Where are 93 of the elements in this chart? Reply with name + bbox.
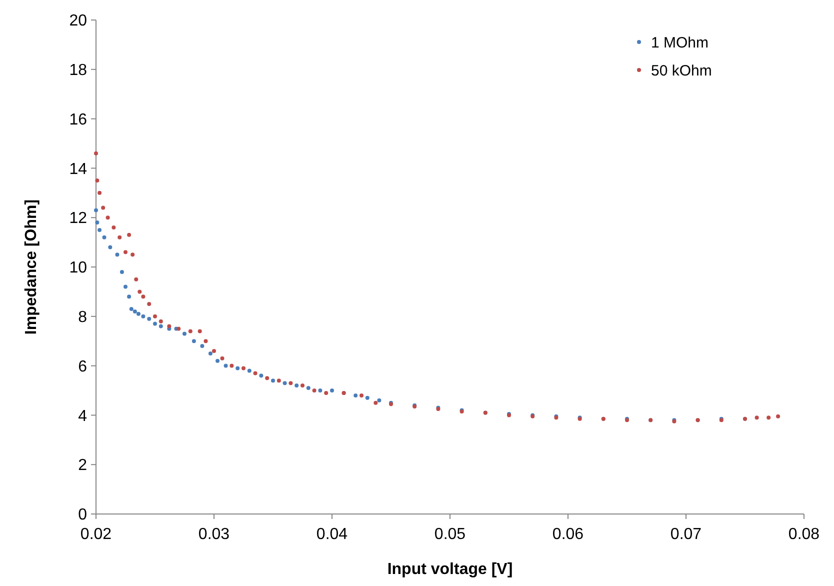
point [259, 374, 264, 378]
point [247, 368, 252, 373]
point [212, 348, 216, 353]
point [360, 393, 364, 398]
point [253, 371, 258, 376]
point [118, 235, 122, 240]
y-tick-label: 20 [69, 12, 88, 30]
x-tick-label: 0.08 [788, 526, 820, 543]
x-tick-label: 0.02 [80, 526, 112, 543]
y-tick-label: 0 [78, 506, 88, 524]
y-axis-title: Impedance [Ohm] [23, 199, 40, 335]
point [127, 232, 132, 237]
point [134, 277, 138, 282]
point [208, 351, 212, 356]
point [94, 208, 98, 212]
point [176, 326, 181, 331]
x-tick-label: 0.03 [198, 526, 230, 543]
y-tick-label: 6 [78, 358, 88, 376]
point [127, 294, 132, 299]
x-axis-title: Input voltage [V] [387, 561, 513, 578]
point [377, 398, 382, 402]
point [115, 252, 120, 257]
point [153, 314, 157, 318]
point [294, 384, 299, 388]
y-tick-label: 18 [69, 62, 88, 79]
y-tick-label: 4 [78, 408, 88, 425]
point [365, 396, 370, 400]
point [94, 151, 98, 156]
point [108, 245, 112, 250]
y-tick-label: 14 [69, 160, 88, 178]
point [198, 329, 202, 334]
x-tick-label: 0.07 [670, 526, 702, 543]
point [106, 216, 110, 220]
point [167, 324, 172, 328]
x-tick-label: 0.05 [434, 526, 466, 543]
point [216, 358, 220, 363]
point [147, 302, 152, 306]
point [95, 178, 100, 183]
point [276, 378, 281, 383]
point [288, 381, 293, 386]
point [192, 339, 196, 344]
point [754, 416, 759, 420]
legend-label: 1 MOhm [651, 34, 709, 52]
point [132, 309, 137, 314]
point [98, 190, 102, 195]
point [224, 364, 228, 368]
point [220, 356, 224, 360]
point [141, 314, 146, 318]
point [124, 250, 128, 254]
point [324, 390, 328, 395]
point [112, 225, 116, 230]
point [204, 339, 208, 344]
point [236, 366, 240, 370]
y-tick-label: 2 [78, 457, 88, 474]
point [188, 329, 192, 334]
point [101, 206, 106, 210]
point [182, 332, 186, 336]
legend-label: 50 kOhm [651, 62, 712, 80]
x-tick-label: 0.04 [316, 526, 348, 543]
point [102, 235, 106, 240]
point [158, 324, 163, 328]
point [136, 312, 140, 316]
point [141, 294, 146, 299]
point [282, 381, 287, 386]
point [271, 378, 275, 383]
point [98, 228, 102, 232]
point [158, 319, 163, 324]
point [120, 270, 124, 274]
point [147, 316, 152, 321]
point [354, 393, 358, 398]
point [130, 252, 135, 257]
point [230, 364, 234, 368]
x-tick-label: 0.06 [552, 526, 584, 543]
y-tick-label: 10 [69, 260, 88, 277]
point [312, 388, 316, 392]
point [129, 306, 134, 311]
point [766, 416, 771, 420]
point [776, 414, 780, 418]
point [265, 376, 270, 380]
point [306, 386, 310, 390]
point [95, 220, 100, 225]
y-tick-label: 8 [78, 309, 88, 326]
point [300, 384, 304, 388]
point [330, 388, 334, 392]
point [200, 344, 204, 348]
point [374, 400, 378, 405]
y-tick-label: 12 [69, 210, 88, 228]
point [138, 290, 142, 294]
point [124, 284, 128, 289]
point [318, 388, 322, 392]
point [242, 366, 246, 370]
y-tick-label: 16 [69, 111, 88, 128]
point [153, 322, 157, 326]
